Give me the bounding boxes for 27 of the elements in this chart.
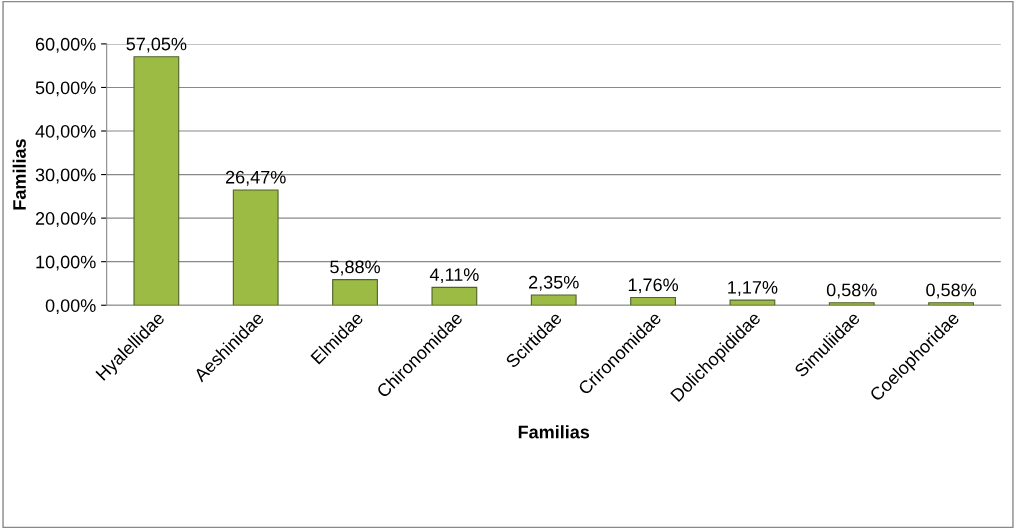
x-axis-title: Familias [518,425,590,439]
bar [729,299,776,306]
data-label: 1,76% [628,278,679,294]
data-label: 4,11% [429,268,479,284]
bar [530,294,577,306]
bar [332,279,378,306]
data-label: 26,47% [225,170,286,186]
y-tick-label: 0,00% [45,299,96,315]
bar [928,302,974,306]
data-label: 2,35% [529,275,579,291]
data-label: 0,58% [926,283,977,299]
y-tick-label: 20,00% [35,212,96,227]
data-label: 5,88% [330,260,380,276]
data-label: 0,58% [826,283,877,299]
bar [133,56,180,306]
bar [232,189,279,306]
bar [828,302,875,306]
y-tick-label: 30,00% [35,168,96,184]
y-tick-label: 50,00% [35,81,96,97]
y-tick-label: 60,00% [35,37,96,53]
y-axis-title: Familias [12,139,26,210]
bar [431,286,478,306]
data-label: 1,17% [728,281,778,296]
y-tick-label: 40,00% [35,124,96,140]
data-label: 57,05% [126,37,187,53]
bar [630,297,676,306]
y-tick-label: 10,00% [36,255,96,271]
